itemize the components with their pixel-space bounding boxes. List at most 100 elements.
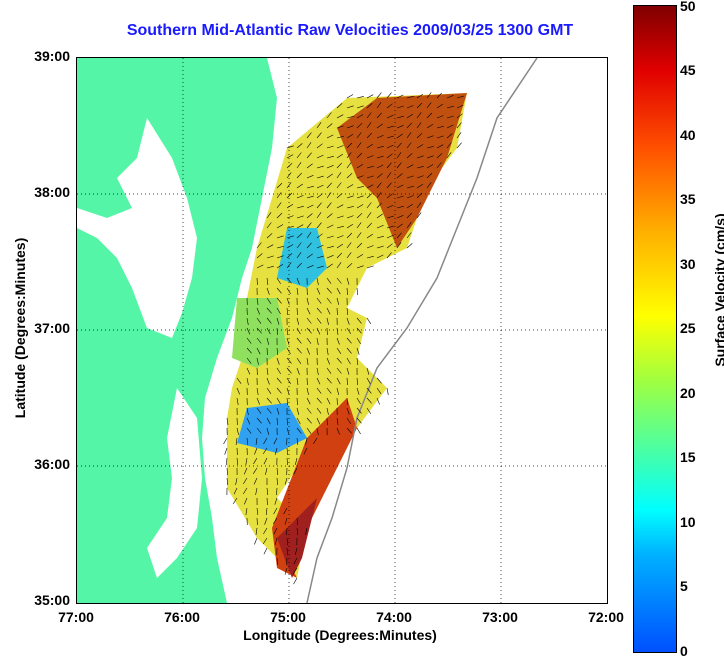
- velocity-arrow: [306, 222, 312, 229]
- velocity-arrow: [306, 327, 312, 334]
- velocity-arrow: [346, 427, 352, 434]
- velocity-arrow: [346, 367, 350, 375]
- velocity-arrow: [276, 557, 279, 566]
- velocity-arrow: [326, 202, 332, 209]
- velocity-arrow: [266, 255, 274, 259]
- velocity-arrow: [256, 387, 259, 395]
- velocity-arrow: [346, 327, 352, 335]
- velocity-arrow: [306, 195, 314, 199]
- velocity-arrow: [406, 164, 414, 169]
- velocity-arrow: [406, 185, 414, 189]
- velocity-arrow: [326, 165, 334, 169]
- velocity-arrow: [346, 152, 352, 159]
- velocity-arrow: [416, 175, 424, 179]
- velocity-arrow: [326, 297, 332, 304]
- velocity-arrow: [396, 195, 404, 199]
- velocity-arrow: [306, 175, 314, 179]
- velocity-arrow: [296, 357, 302, 364]
- velocity-arrow: [346, 184, 354, 189]
- velocity-arrow: [296, 327, 301, 335]
- velocity-arrow: [346, 195, 354, 199]
- velocity-arrow: [316, 397, 322, 404]
- velocity-arrow: [396, 242, 402, 249]
- velocity-arrow: [396, 223, 403, 229]
- velocity-arrow: [286, 244, 294, 249]
- velocity-arrow: [326, 397, 331, 405]
- velocity-arrow: [276, 182, 283, 189]
- map-plot-area: [76, 57, 608, 604]
- velocity-arrow: [316, 287, 321, 295]
- velocity-arrow: [286, 537, 288, 546]
- velocity-arrow: [356, 357, 359, 366]
- velocity-arrow: [286, 337, 290, 345]
- velocity-arrow: [416, 112, 422, 119]
- velocity-arrow: [406, 212, 413, 219]
- velocity-arrow: [296, 183, 303, 189]
- velocity-arrow: [326, 367, 332, 374]
- velocity-arrow: [266, 427, 270, 435]
- velocity-arrow: [376, 254, 384, 259]
- velocity-arrow: [256, 417, 262, 424]
- velocity-arrow: [316, 265, 324, 269]
- velocity-arrow: [356, 397, 361, 405]
- velocity-arrow: [356, 287, 358, 296]
- velocity-arrow: [286, 252, 293, 259]
- velocity-arrow: [386, 387, 389, 395]
- velocity-arrow: [273, 507, 278, 515]
- velocity-arrow: [346, 142, 353, 149]
- velocity-arrow: [266, 407, 272, 414]
- velocity-arrow: [356, 254, 364, 259]
- velocity-arrow: [366, 245, 374, 249]
- velocity-arrow: [346, 134, 354, 139]
- velocity-arrow: [406, 142, 412, 149]
- velocity-arrow: [276, 235, 284, 239]
- velocity-arrow: [406, 132, 412, 139]
- velocity-arrow: [356, 222, 362, 229]
- velocity-arrow: [376, 164, 384, 169]
- velocity-arrow: [386, 204, 394, 209]
- y-tick: 37:00: [34, 320, 70, 336]
- velocity-arrow: [446, 115, 454, 119]
- velocity-arrow: [336, 103, 343, 109]
- velocity-arrow: [336, 162, 343, 169]
- velocity-arrow: [316, 212, 322, 219]
- velocity-arrow: [313, 437, 318, 445]
- velocity-arrow: [243, 487, 248, 495]
- velocity-arrow: [376, 377, 382, 384]
- velocity-arrow: [366, 407, 372, 415]
- velocity-arrow: [346, 125, 354, 129]
- velocity-arrow: [296, 527, 299, 536]
- velocity-arrow: [456, 113, 463, 119]
- velocity-arrow: [263, 547, 268, 555]
- velocity-arrow: [286, 162, 293, 169]
- velocity-arrow: [346, 377, 348, 386]
- velocity-arrow: [266, 377, 270, 385]
- velocity-arrow: [306, 213, 313, 219]
- velocity-arrow: [416, 132, 423, 139]
- velocity-arrow: [276, 287, 282, 294]
- velocity-arrow: [246, 317, 249, 325]
- velocity-arrow: [286, 235, 294, 239]
- velocity-arrow: [336, 277, 342, 284]
- velocity-arrow: [406, 122, 413, 129]
- velocity-arrow: [296, 337, 302, 344]
- velocity-arrow: [416, 94, 424, 99]
- velocity-arrow: [266, 367, 269, 375]
- velocity-arrow: [386, 162, 392, 169]
- velocity-arrow: [276, 264, 284, 269]
- velocity-arrow: [266, 277, 269, 285]
- velocity-arrow: [346, 347, 352, 354]
- velocity-arrow: [286, 447, 288, 456]
- velocity-arrow: [336, 153, 343, 159]
- velocity-arrow: [346, 317, 350, 325]
- velocity-arrow: [326, 155, 334, 159]
- velocity-arrow: [316, 184, 324, 189]
- velocity-arrow: [276, 367, 281, 375]
- velocity-arrow: [276, 202, 282, 209]
- velocity-arrow: [336, 193, 343, 199]
- velocity-arrow: [366, 367, 370, 375]
- velocity-arrow: [396, 173, 403, 179]
- velocity-arrow: [426, 164, 434, 169]
- velocity-arrow: [246, 417, 251, 425]
- velocity-arrow: [336, 182, 342, 189]
